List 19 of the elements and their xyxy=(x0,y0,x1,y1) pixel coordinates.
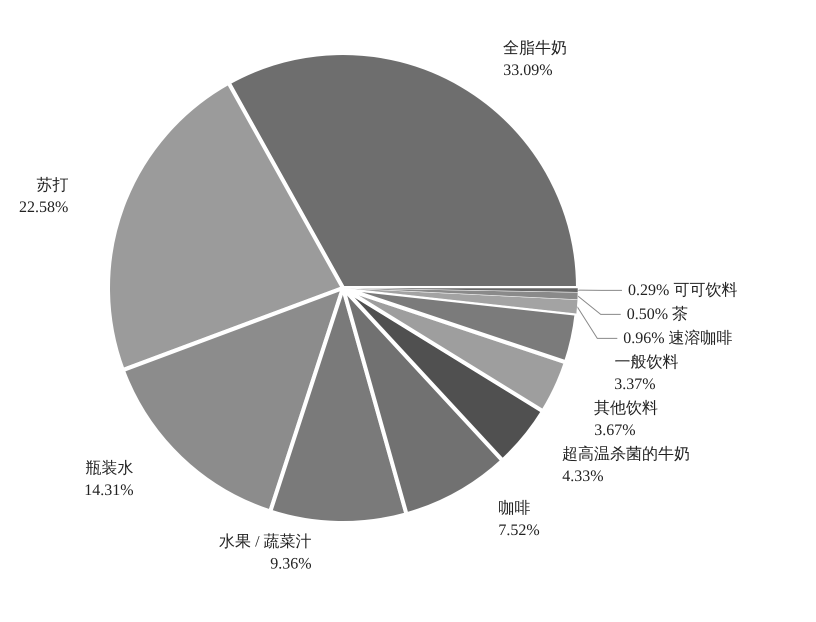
slice-label: 0.29% 可可饮料 xyxy=(628,280,738,299)
slice-label: 瓶装水 xyxy=(86,458,134,477)
data-label: 33.09% xyxy=(503,62,553,79)
slice-label: 0.50% 茶 xyxy=(626,304,688,323)
slice-label: 苏打 xyxy=(36,176,68,194)
slice-label: 其他饮料 xyxy=(594,398,658,417)
data-label: 3.37% xyxy=(614,376,656,393)
slice-label: 0.96% 速溶咖啡 xyxy=(623,328,733,347)
slice-label: 超高温杀菌的牛奶 xyxy=(562,444,690,463)
data-label: 7.52% xyxy=(498,522,540,539)
slice-label: 咖啡 xyxy=(498,498,530,517)
data-label: 4.33% xyxy=(562,468,604,485)
data-label: 22.58% xyxy=(18,198,68,216)
data-label: 9.36% xyxy=(270,555,312,572)
data-label: 3.67% xyxy=(594,422,636,439)
slice-label: 全脂牛奶 xyxy=(503,38,568,57)
data-label: 14.31% xyxy=(84,482,134,499)
slice-label: 水果 / 蔬菜汁 xyxy=(219,532,312,550)
slice-label: 一般饮料 xyxy=(614,352,678,371)
